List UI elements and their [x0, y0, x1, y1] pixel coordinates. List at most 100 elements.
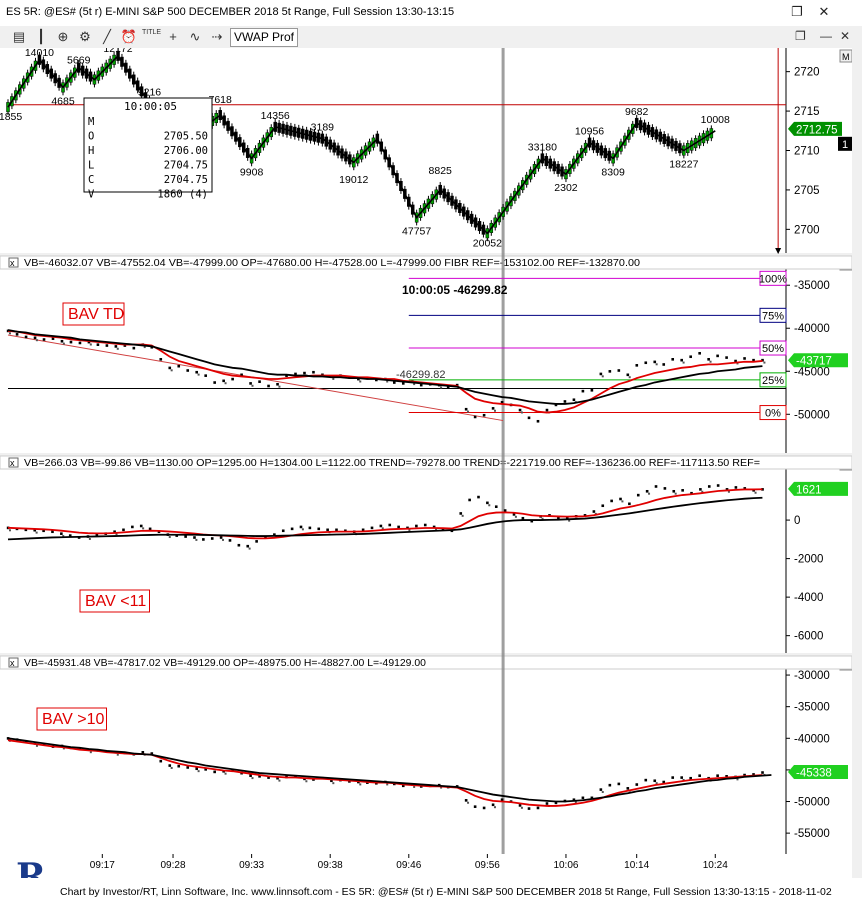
series-point-2-0	[601, 504, 605, 508]
series-point-1-0	[527, 416, 531, 420]
series-point-1-0	[491, 407, 495, 410]
series-point-3-0	[141, 750, 145, 754]
data-window: 10:00:05 MO 2705.50 H 2706.00 L 2704.75 C 2704.7…	[83, 97, 213, 201]
series-point-1-0	[96, 343, 100, 346]
pane-bg-3	[0, 656, 852, 854]
series-point-2-0	[672, 489, 676, 493]
series-point-3-0	[671, 776, 675, 779]
cursor-readout: 10:00:05 -46299.82	[402, 283, 508, 297]
swing-label: 4685	[51, 95, 75, 107]
series-point-1-0	[87, 340, 91, 344]
fib-label-25%: 25%	[762, 375, 784, 387]
pane-close-icon-1[interactable]	[8, 257, 19, 268]
series-point-1-0	[608, 370, 612, 373]
series-point-2-0	[388, 523, 392, 527]
series-point-3-0	[725, 775, 728, 778]
series-point-1-0	[635, 364, 639, 367]
swing-label: 33180	[528, 141, 557, 153]
fib-box-50%	[759, 340, 787, 356]
series-point-3-0	[197, 770, 200, 773]
series-point-1-0	[195, 370, 199, 374]
pane-label-box-1	[62, 302, 125, 326]
series-point-1-0	[15, 333, 19, 336]
series-point-1-0	[545, 408, 549, 412]
close-icon[interactable]: ✕	[818, 4, 830, 19]
series-point-3-0	[608, 783, 612, 787]
series-point-3-0	[249, 774, 252, 777]
chart-icon[interactable]: ┃	[37, 29, 45, 44]
draw-icon[interactable]: ╱	[103, 29, 111, 44]
y-tick-label: -35000	[794, 702, 830, 714]
series-point-2-0	[381, 527, 384, 530]
series-point-2-0	[308, 526, 312, 530]
series-point-3-0	[224, 772, 227, 775]
series-point-2-0	[281, 529, 285, 533]
series-point-2-0	[468, 498, 471, 502]
series-point-2-0	[619, 497, 622, 501]
series-point-1-0	[312, 370, 315, 374]
series-point-2-0	[727, 490, 730, 493]
series-point-3-0	[482, 806, 486, 810]
time-label: 09:28	[161, 860, 186, 871]
swing-label: 2302	[554, 182, 578, 194]
crosshair-icon[interactable]: +	[169, 29, 177, 44]
series-point-3-0	[464, 799, 468, 802]
series-point-1-0	[159, 358, 163, 361]
pane-close-icon-2[interactable]	[8, 457, 19, 468]
series-point-1-0	[601, 375, 604, 378]
series-point-2-0	[397, 525, 400, 529]
clock-icon[interactable]: ⏰	[120, 29, 138, 44]
pin-icon[interactable]: ⇢	[211, 29, 223, 44]
bars-icon[interactable]: ▤	[12, 29, 26, 44]
series-point-3-0	[574, 801, 577, 804]
swing-label: 9682	[625, 106, 649, 118]
gear-icon[interactable]: ⚙	[79, 29, 91, 44]
title-icon[interactable]: TITLE	[142, 29, 162, 36]
series-point-2-0	[139, 524, 143, 528]
pane-label-box-3	[36, 707, 107, 731]
time-label: 09:17	[90, 860, 115, 871]
chart-area[interactable]: M Mx VB=-46032.07 VB=-47552.04 VB=-47999.0…	[0, 48, 862, 878]
series-point-1-0	[168, 366, 172, 370]
series-point-2-0	[610, 499, 613, 503]
series-point-1-0	[662, 363, 666, 366]
toolbar-restore-icon[interactable]: ❐	[795, 29, 806, 43]
series-point-2-0	[88, 537, 91, 540]
series-point-3-0	[716, 774, 719, 777]
toolbar-close-icon[interactable]: ✕	[840, 29, 851, 43]
window-title: ES 5R: @ES# (5t r) E-MINI S&P 500 DECEMB…	[6, 6, 455, 18]
value-tag-3: -45338	[796, 768, 832, 780]
fib-icon[interactable]: ∿	[189, 29, 201, 44]
series-point-3-0	[644, 778, 648, 782]
series-point-3-0	[305, 780, 308, 783]
series-point-2-0	[488, 504, 491, 507]
restore-icon[interactable]: ❐	[791, 4, 803, 19]
series-point-3-0	[655, 782, 658, 785]
series-point-1-0	[709, 360, 712, 363]
series-point-1-0	[518, 408, 522, 412]
pane-label-3: BAV >10	[42, 711, 105, 728]
series-point-2-0	[379, 524, 383, 528]
pane-close-icon-3[interactable]	[8, 657, 19, 668]
series-point-1-0	[464, 407, 468, 411]
series-point-2-0	[648, 492, 651, 495]
y-tick-label: 2700	[794, 224, 820, 236]
series-point-2-0	[131, 525, 134, 529]
toolbar-minimize-icon[interactable]: —	[820, 29, 832, 43]
series-point-2-0	[477, 495, 480, 499]
y-tick-label: 2710	[794, 146, 820, 158]
vwap-profile-button[interactable]: VWAP Prof	[230, 28, 299, 47]
series-point-1-0	[467, 410, 470, 413]
series-point-2-0	[459, 512, 463, 515]
series-point-2-0	[51, 530, 54, 534]
series-point-2-0	[521, 516, 525, 520]
series-point-2-0	[621, 500, 624, 503]
fib-box-75%	[759, 307, 787, 323]
zoom-icon[interactable]: ⊕	[57, 29, 69, 44]
pane-label-2: BAV <11	[85, 593, 146, 610]
series-point-2-0	[9, 529, 11, 532]
series-point-2-0	[248, 547, 251, 550]
series-point-1-0	[267, 384, 270, 388]
series-point-1-0	[204, 374, 207, 377]
series-point-3-0	[491, 803, 495, 807]
